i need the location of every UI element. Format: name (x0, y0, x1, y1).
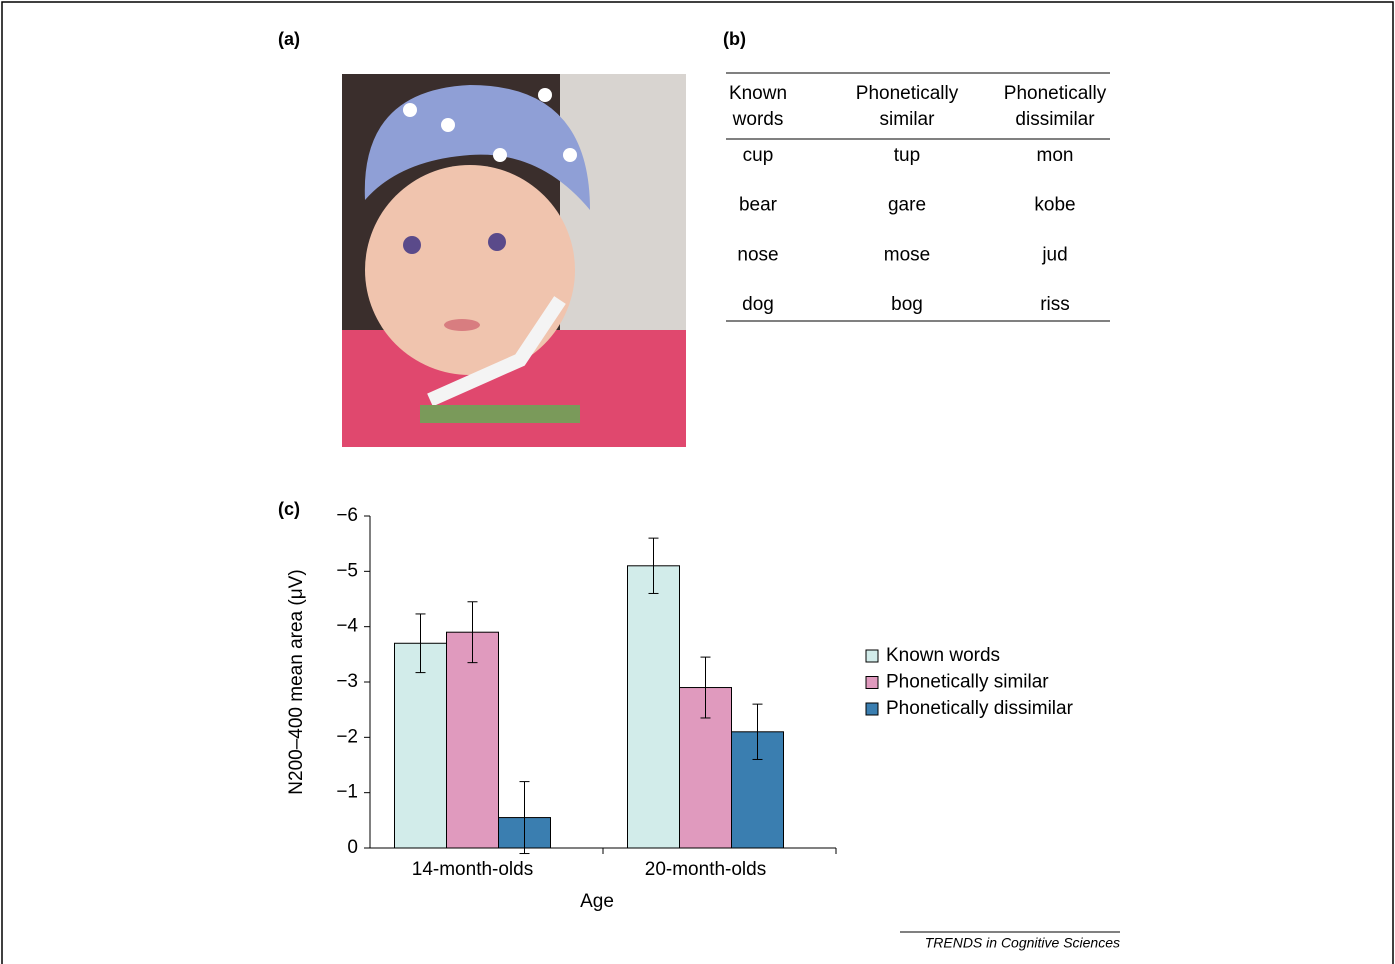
bar (395, 643, 447, 848)
table-header: dissimilar (1015, 109, 1095, 130)
table-header: words (732, 109, 784, 130)
y-tick-label: 0 (347, 837, 358, 858)
y-tick-label: −5 (336, 560, 358, 581)
y-tick-label: −3 (336, 671, 358, 692)
figure: (a) (b) (c) TRENDS in Cognitive Sciences… (0, 0, 1395, 964)
table-cell: nose (737, 244, 778, 265)
y-tick-label: −6 (336, 505, 358, 526)
table-header: Phonetically (1004, 83, 1107, 104)
y-axis-label: N200–400 mean area (μV) (286, 569, 307, 794)
footer: TRENDS in Cognitive Sciences (925, 935, 1120, 951)
y-tick-label: −2 (336, 726, 358, 747)
x-tick-label: 14-month-olds (412, 859, 533, 880)
legend-label: Phonetically similar (886, 672, 1049, 693)
table-header: Phonetically (856, 83, 959, 104)
table-cell: riss (1040, 294, 1070, 315)
photo (342, 74, 686, 447)
bar (628, 566, 680, 848)
table-cell: mon (1037, 145, 1074, 166)
table-cell: dog (742, 294, 774, 315)
table-cell: mose (884, 244, 930, 265)
table-cell: kobe (1034, 195, 1075, 216)
panel-label: (c) (278, 499, 300, 519)
table-cell: gare (888, 195, 926, 216)
bar (447, 632, 499, 848)
legend-swatch (866, 703, 878, 715)
x-axis-label: Age (580, 891, 614, 912)
legend-label: Phonetically dissimilar (886, 698, 1074, 719)
y-tick-label: −1 (336, 782, 358, 803)
legend-swatch (866, 677, 878, 689)
y-tick-label: −4 (336, 616, 358, 637)
x-tick-label: 20-month-olds (645, 859, 766, 880)
table-cell: bog (891, 294, 923, 315)
panel-label: (b) (723, 29, 746, 49)
panel-label: (a) (278, 29, 300, 49)
table-cell: bear (739, 195, 778, 216)
table-cell: cup (743, 145, 774, 166)
table-header: similar (880, 109, 936, 130)
legend-swatch (866, 650, 878, 662)
table-cell: tup (894, 145, 920, 166)
table-cell: jud (1041, 244, 1067, 265)
table-header: Known (729, 83, 787, 104)
legend-label: Known words (886, 645, 1000, 666)
